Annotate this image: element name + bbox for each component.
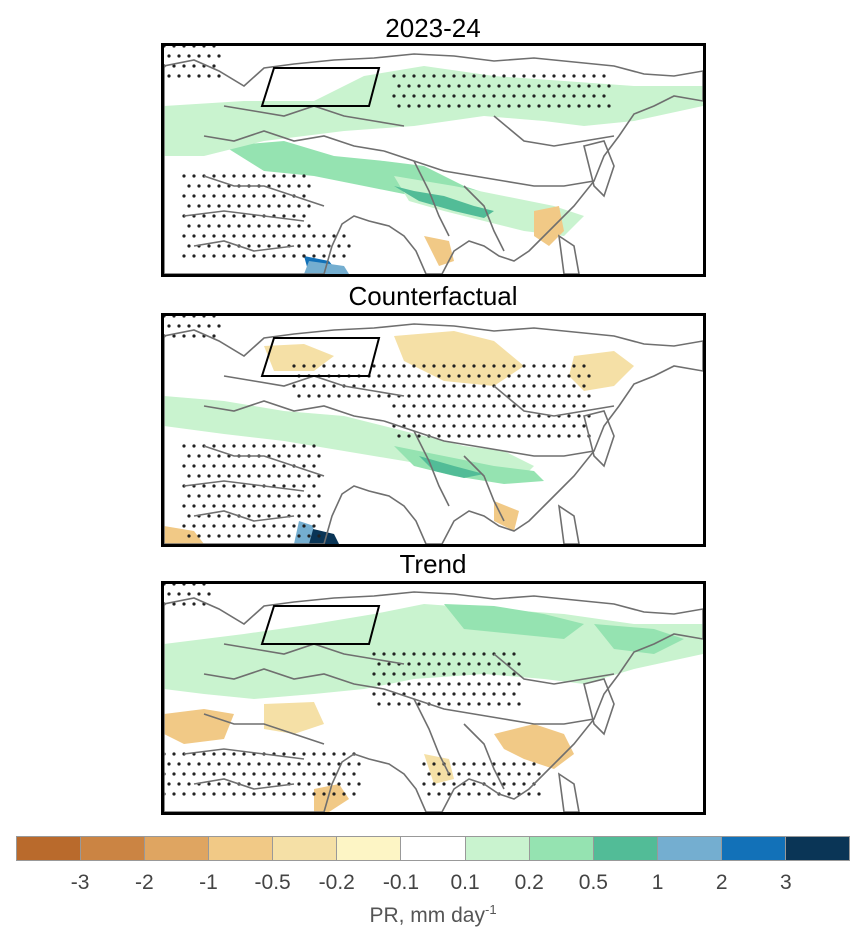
colorbar-tick-label: 0.2 — [514, 871, 544, 894]
study-region-box — [260, 337, 381, 377]
colorbar-swatch — [17, 837, 82, 860]
map-panel-2023-24 — [161, 43, 706, 277]
study-region-box — [260, 67, 381, 107]
map-panel-counterfactual — [161, 313, 706, 547]
map-panel-trend — [161, 581, 706, 815]
colorbar — [16, 836, 850, 861]
colorbar-tick-label: -0.2 — [318, 871, 355, 894]
study-region-box — [260, 605, 381, 645]
panel-title-trend: Trend — [399, 549, 467, 579]
colorbar-tick-label: -2 — [134, 871, 154, 894]
colorbar-tick-label: -0.5 — [254, 871, 291, 894]
colorbar-tick-label: 3 — [780, 871, 792, 894]
colorbar-swatch — [273, 837, 338, 860]
map-canvas — [164, 46, 703, 274]
colorbar-tick-label: 2 — [715, 871, 728, 894]
map-canvas — [164, 584, 703, 812]
panel-title-counterfactual: Counterfactual — [348, 281, 518, 311]
colorbar-swatch — [529, 837, 594, 860]
colorbar-swatch — [657, 837, 722, 860]
colorbar-swatch — [721, 837, 786, 860]
colorbar-tick-label: -1 — [199, 871, 218, 894]
colorbar-swatch — [145, 837, 210, 860]
colorbar-label: PR, mm day-1 — [369, 902, 497, 927]
colorbar-tick-label: 0.1 — [450, 871, 480, 894]
colorbar-swatch — [209, 837, 274, 860]
map-canvas — [164, 316, 703, 544]
panel-title-2023-24: 2023-24 — [385, 13, 481, 43]
colorbar-swatch — [401, 837, 466, 860]
colorbar-swatch — [337, 837, 402, 860]
colorbar-tick-label: -3 — [70, 871, 90, 894]
colorbar-tick-label: 1 — [651, 871, 664, 894]
colorbar-swatch — [785, 837, 850, 860]
colorbar-tick-label: 0.5 — [578, 871, 608, 894]
colorbar-swatch — [465, 837, 530, 860]
colorbar-swatch — [81, 837, 146, 860]
colorbar-swatch — [593, 837, 658, 860]
colorbar-tick-label: -0.1 — [382, 871, 420, 894]
